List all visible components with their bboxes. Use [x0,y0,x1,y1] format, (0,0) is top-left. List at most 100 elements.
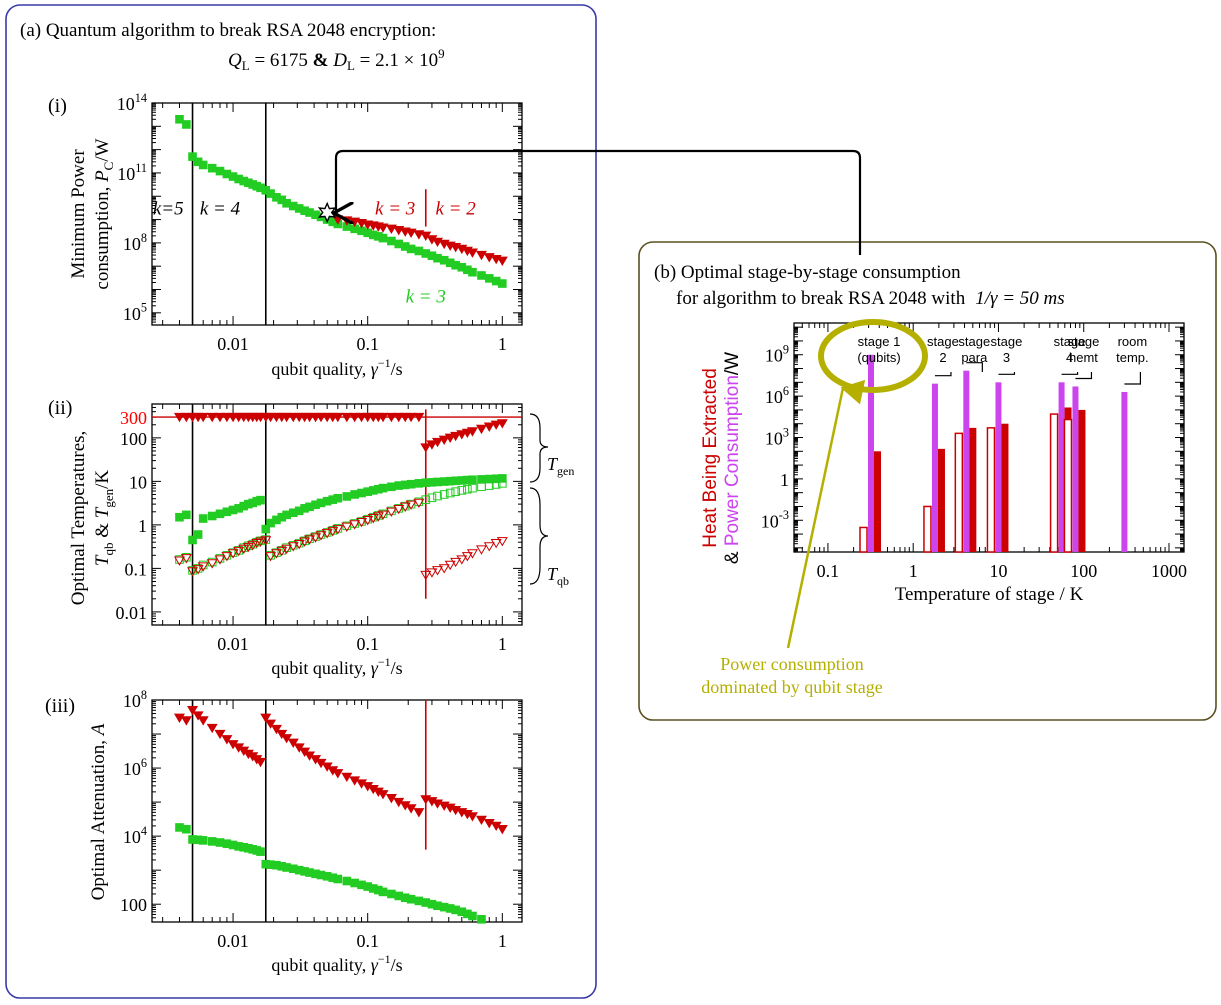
data-point [456,555,468,565]
panel-a-frame [5,4,597,999]
data-point [475,815,487,826]
heat-bar-open [1063,418,1073,553]
region-label: k = 4 [200,198,241,219]
tick-label: 1 [138,516,147,536]
data-point [242,542,254,553]
stage-label-line1: room [1118,334,1148,349]
annotation-arrow [786,379,866,649]
data-point [368,512,378,522]
data-point [222,550,232,560]
data-point [444,433,456,444]
data-point [439,490,449,499]
y-axis-label: Minimum Power consumption, PC/W [68,138,116,289]
tick-label: 0.01 [217,334,249,354]
tick-label: 103 [765,425,789,448]
data-point [372,512,384,522]
data-point [260,713,272,723]
power-bar [931,383,938,552]
data-point [406,244,416,254]
data-point [349,412,361,423]
power-bar [1058,382,1065,552]
stage-label-line2: temp. [1116,350,1149,365]
y-axis-label-line1: Heat Being Extracted [700,368,721,548]
data-point [341,772,353,783]
data-point [206,559,218,569]
data-point [378,483,388,493]
data-point [260,536,272,546]
data-point [261,524,271,534]
data-point [438,564,450,574]
data-point [310,533,322,543]
chart-iii-optimal-attenuation: 0.01 0.1 1 100 104 106 108 (iii) Optimal Attenua… [45,688,523,975]
panel-b-title-line1: (b) Optimal stage-by-stage consumption [654,262,961,283]
data-point [427,493,437,503]
data-point [233,546,245,557]
stage-label-line2: 2 [939,350,946,365]
data-point [483,542,495,552]
tick-label: 300 [120,408,147,428]
data-point [491,480,501,489]
data-point [357,517,366,526]
data-point [432,566,443,576]
data-point [387,236,396,246]
data-point [367,514,379,524]
data-point [182,824,191,834]
tick-label: 0.1 [356,634,379,654]
data-point [377,790,389,800]
data-point [406,479,416,489]
data-point [256,495,265,505]
tick-label: 1014 [117,91,147,114]
data-point [193,530,203,539]
data-point [332,525,344,535]
heat-bar-filled [937,448,945,552]
data-point [214,555,226,565]
region-label: k = 3 [375,198,415,219]
data-point [304,535,316,545]
series-red [173,706,508,835]
data-point [451,487,460,496]
stage-label-line1: stage 1 [858,334,901,349]
data-point [332,412,344,423]
data-point [405,500,417,510]
heat-bar-open [1049,413,1059,553]
data-point [498,474,507,483]
brace-tgen [529,413,549,483]
data-point [173,412,185,423]
x-axis-label: qubit quality, γ−1/s [271,655,402,678]
data-point [175,114,184,124]
data-point [444,560,456,571]
data-point [187,706,199,716]
panel-a-title: (a) Quantum algorithm to break RSA 2048 … [20,20,436,41]
panel-label: (ii) [48,397,72,419]
tick-label: 1 [498,334,507,354]
y-axis-label: Optimal Attenuation, A [88,723,109,900]
data-point [490,538,502,549]
data-point [333,874,343,884]
y-axis-label-line1: Minimum Power [68,149,89,279]
data-point [265,552,277,562]
heat-bar-filled [969,427,977,552]
tick-label: 0.01 [217,931,249,951]
data-point [341,522,353,533]
data-point [432,437,443,448]
data-point [466,427,478,437]
data-point [192,565,204,575]
x-axis-label: qubit quality, γ−1/s [271,952,402,975]
data-point [180,554,192,564]
data-point [175,555,184,564]
data-point [378,509,388,519]
stage-leader [934,372,952,377]
data-point [315,531,327,541]
data-point [182,510,191,520]
heat-bar-open [859,526,868,553]
data-point [299,537,311,547]
series-green [175,823,486,924]
brace-tqb [529,487,549,585]
y-axis-label: Heat Being Extracted& Power Consumption/… [700,352,743,564]
stage-label-line1: stage [927,334,959,349]
tick-label: 10 [989,561,1007,581]
